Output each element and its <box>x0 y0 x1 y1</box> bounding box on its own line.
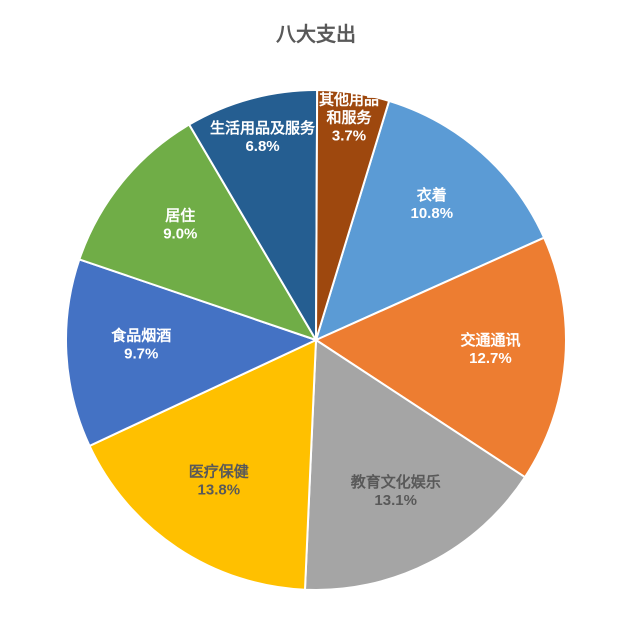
slice-value: 10.8% <box>411 205 454 222</box>
slice-label: 医疗保健 <box>189 463 249 481</box>
slice-value: 6.8% <box>245 138 279 155</box>
slice-value: 9.0% <box>163 225 197 242</box>
slice-label: 居住 <box>165 206 195 224</box>
slice-value: 13.8% <box>198 482 241 499</box>
slice-label: 衣着 <box>417 186 447 204</box>
slice-value: 12.7% <box>469 350 512 367</box>
slice-label: 和服务 <box>327 108 373 126</box>
pie-chart: 八大支出 衣着10.8%交通通讯12.7%教育文化娱乐13.1%医疗保健13.8… <box>0 0 632 618</box>
slice-label: 其他用品 <box>319 90 379 108</box>
slice-value: 13.1% <box>374 492 417 509</box>
slice-value: 9.7% <box>124 346 158 363</box>
slice-label: 食品烟酒 <box>111 327 171 345</box>
pie-svg: 衣着10.8% 交通通讯12.7% 教育文化娱乐13.1% 医疗保健13.8% 食品烟酒… <box>0 0 632 618</box>
slice-value: 3.7% <box>332 127 366 144</box>
slice-label: 交通通讯 <box>460 331 520 349</box>
slice-label: 生活用品及服务 <box>210 119 316 137</box>
slice-label: 教育文化娱乐 <box>350 473 441 491</box>
